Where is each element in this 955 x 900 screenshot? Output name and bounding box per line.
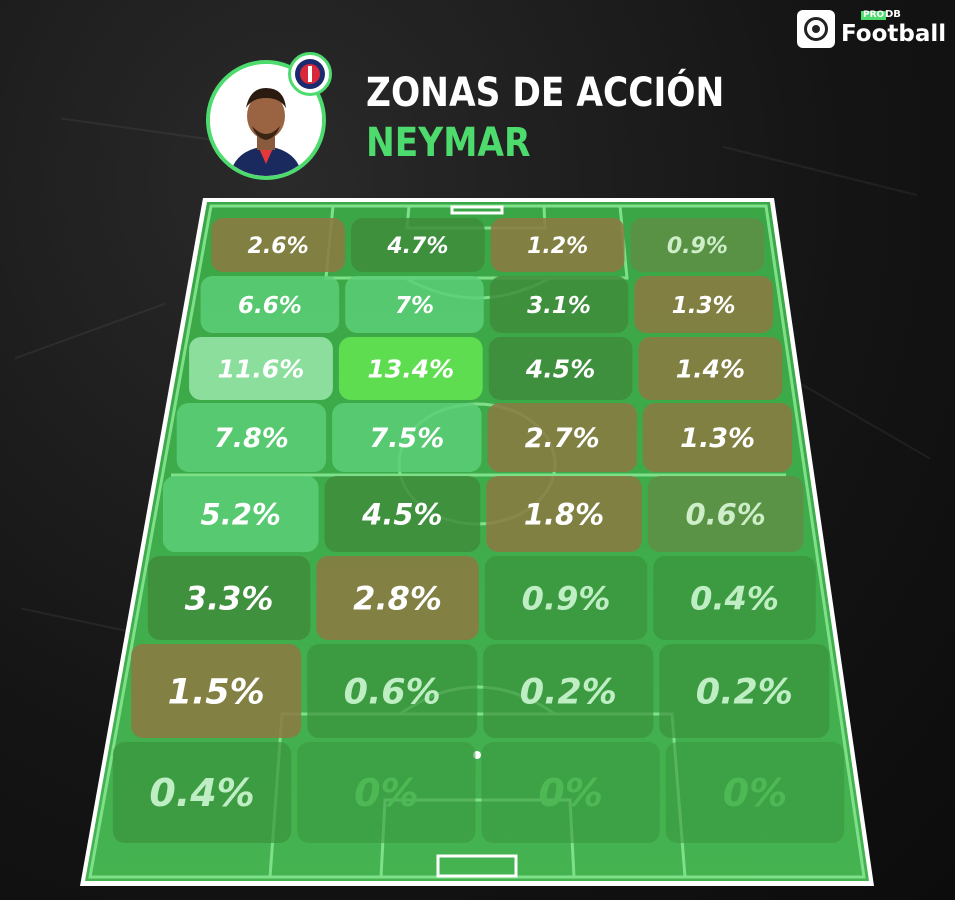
brand-logo: PRO DB Football — [797, 8, 946, 50]
zone-cell — [642, 403, 793, 472]
logo-db-tag: DB — [885, 8, 901, 20]
zone-cell — [307, 644, 478, 738]
zone-value: 7% — [395, 293, 434, 319]
zone-cell — [112, 742, 292, 843]
logo-text: Football — [841, 20, 947, 47]
zone-cell — [162, 476, 319, 552]
zone-cell — [338, 337, 483, 400]
zone-value: 0.2% — [696, 673, 793, 713]
zone-cell — [489, 276, 629, 333]
zone-value: 5.2% — [201, 497, 281, 531]
zone-value: 4.5% — [525, 355, 595, 384]
zone-cell — [324, 476, 481, 552]
zone-cell — [351, 218, 485, 272]
zone-cell — [131, 644, 302, 738]
zone-value: 0.6% — [344, 673, 441, 713]
zone-value: 0.6% — [685, 497, 765, 531]
zone-cell — [297, 742, 476, 843]
zone-value: 11.6% — [218, 355, 305, 384]
zone-value: 1.4% — [676, 355, 745, 384]
zone-cell — [483, 644, 654, 738]
zone-cell — [481, 742, 660, 843]
zone-value: 0.9% — [667, 234, 728, 259]
zone-value: 6.6% — [238, 293, 302, 319]
zone-value: 0% — [354, 771, 419, 815]
zone-cell — [488, 337, 633, 400]
zone-cell — [211, 218, 346, 272]
club-crest-icon — [288, 52, 332, 96]
zone-value: 0.2% — [520, 673, 617, 713]
zone-cell — [332, 403, 482, 472]
zone-value: 2.7% — [525, 423, 600, 454]
zone-cell — [653, 556, 816, 640]
zone-cell — [630, 218, 765, 272]
zone-value: 0% — [723, 771, 788, 815]
logo-pro-tag: PRO — [861, 9, 887, 20]
zone-cell — [634, 276, 773, 333]
zone-value: 13.4% — [367, 355, 454, 384]
zone-value: 4.7% — [386, 234, 448, 259]
zone-value: 3.1% — [527, 293, 591, 319]
zone-cell — [638, 337, 783, 400]
zone-value: 1.3% — [680, 423, 755, 454]
zone-value: 0.4% — [690, 580, 779, 618]
zone-cell — [486, 476, 642, 552]
zone-cell — [647, 476, 804, 552]
zone-value: 1.2% — [527, 234, 588, 259]
zone-value: 3.3% — [185, 580, 274, 618]
zone-cell — [189, 337, 333, 400]
zone-cell — [316, 556, 479, 640]
logo-icon — [797, 10, 835, 48]
logo-wordmark: PRO DB Football — [841, 8, 947, 47]
zone-value: 1.3% — [672, 293, 736, 319]
zone-value: 4.5% — [361, 497, 442, 531]
zone-value: 1.5% — [168, 673, 265, 713]
zone-value: 0.9% — [522, 580, 611, 618]
player-name: NEYMAR — [366, 120, 531, 166]
zone-cell — [665, 742, 845, 843]
zone-value: 7.5% — [369, 423, 444, 454]
zone-cell — [490, 218, 625, 272]
zone-value: 1.8% — [524, 497, 604, 531]
zone-value: 0% — [538, 771, 603, 815]
zone-cell — [659, 644, 830, 738]
zone-cell — [147, 556, 311, 640]
zone-value: 2.8% — [353, 580, 442, 618]
zone-cell — [345, 276, 484, 333]
zone-value: 7.8% — [214, 423, 289, 454]
zone-cell — [200, 276, 340, 333]
zone-cell — [487, 403, 637, 472]
zone-cell — [176, 403, 327, 472]
zone-cell — [484, 556, 648, 640]
zone-value: 2.6% — [248, 234, 309, 259]
zone-value: 0.4% — [149, 771, 254, 815]
page-title: ZONAS DE ACCIÓN — [366, 70, 725, 116]
